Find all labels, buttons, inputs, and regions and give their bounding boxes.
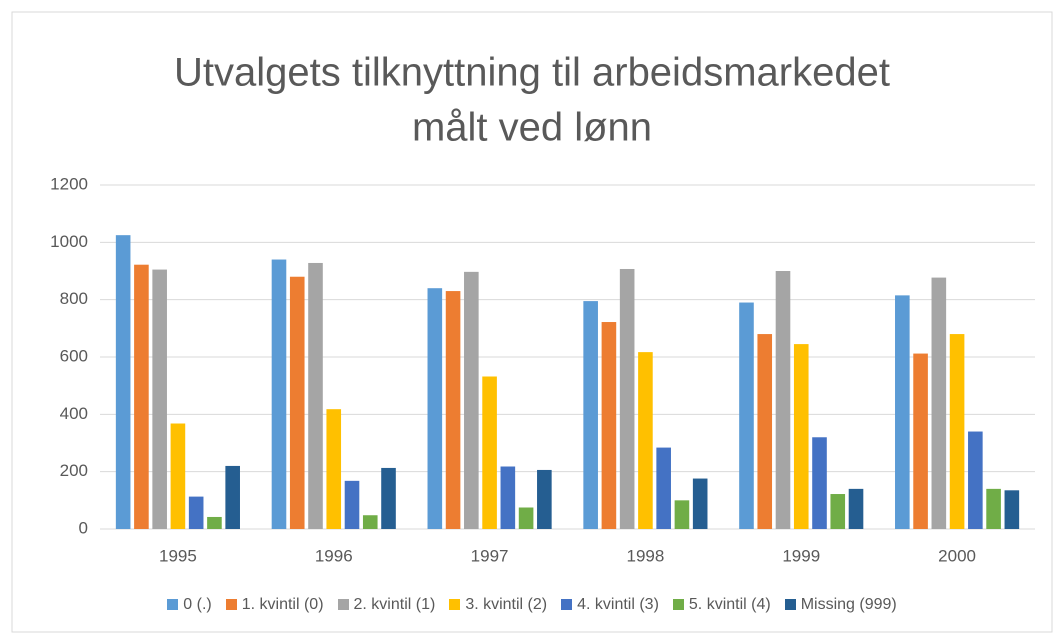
bar [757, 334, 773, 529]
bar [188, 496, 204, 529]
x-tick-label: 2000 [938, 546, 976, 565]
legend-label: 5. kvintil (4) [688, 596, 771, 613]
bar [638, 352, 653, 529]
bar [793, 344, 809, 529]
legend-label: 4. kvintil (3) [577, 596, 659, 613]
x-tick-label: 1998 [627, 546, 665, 565]
bar [381, 467, 396, 529]
bar [537, 469, 552, 529]
y-tick-label: 800 [60, 289, 88, 308]
legend-item: 0 (.) [167, 596, 212, 614]
bar [152, 269, 167, 529]
x-tick-label: 1997 [471, 546, 509, 565]
bar [583, 301, 598, 529]
legend-label: Missing (999) [800, 596, 897, 613]
bar [1004, 490, 1020, 529]
bar [986, 488, 1001, 529]
legend-label: 0 (.) [183, 596, 212, 613]
bar [464, 271, 479, 529]
legend-swatch [561, 599, 573, 611]
bar [601, 322, 617, 529]
legend-swatch [784, 599, 796, 611]
bar [362, 515, 378, 529]
y-tick-label: 600 [60, 346, 88, 365]
bar [968, 431, 983, 529]
bar [225, 465, 240, 529]
bar [692, 478, 708, 529]
bar [518, 507, 534, 529]
bar [170, 423, 186, 529]
bar [848, 488, 864, 529]
legend-item: 3. kvintil (2) [449, 596, 547, 614]
y-tick-label: 1200 [50, 174, 88, 193]
bar [949, 334, 965, 529]
legend-item: 1. kvintil (0) [225, 596, 324, 614]
bar [931, 277, 947, 529]
bar [482, 376, 497, 529]
legend-item: Missing (999) [784, 596, 897, 614]
legend-label: 3. kvintil (2) [465, 596, 548, 613]
bar [913, 353, 928, 529]
legend-swatch [225, 599, 237, 611]
bar [739, 302, 754, 529]
bar [326, 409, 342, 529]
bar [674, 500, 690, 529]
bar [812, 437, 827, 529]
bar [830, 494, 846, 529]
bar [500, 466, 516, 529]
bar [619, 268, 635, 529]
legend-label: 2. kvintil (1) [353, 596, 436, 613]
chart-title: målt ved lønn [412, 106, 652, 150]
bar [445, 291, 461, 529]
legend-item: 2. kvintil (1) [337, 596, 436, 614]
bar [207, 516, 222, 529]
bar [427, 288, 443, 529]
legend-item: 4. kvintil (3) [561, 596, 659, 614]
legend-item: 5. kvintil (4) [672, 596, 771, 614]
bar [656, 447, 671, 529]
bar [115, 235, 131, 529]
legend-swatch [449, 599, 461, 611]
bar [134, 264, 149, 529]
bar [308, 262, 323, 529]
legend-swatch [672, 599, 684, 611]
bar [344, 480, 360, 529]
y-tick-label: 200 [60, 461, 88, 480]
x-tick-label: 1999 [782, 546, 820, 565]
legend-label: 1. kvintil (0) [241, 596, 324, 613]
legend-swatch [337, 599, 349, 611]
chart-title: Utvalgets tilknyttning til arbeidsmarked… [174, 51, 890, 95]
legend: 0 (.) 1. kvintil (0) 2. kvintil (1) 3. kvin… [0, 596, 1064, 614]
y-tick-label: 0 [79, 518, 88, 537]
legend-swatch [167, 599, 179, 611]
y-tick-label: 400 [60, 404, 88, 423]
bar [289, 276, 305, 529]
bar [775, 271, 791, 529]
x-tick-label: 1996 [315, 546, 353, 565]
bar [895, 295, 910, 529]
y-tick-label: 1000 [50, 232, 88, 251]
x-tick-label: 1995 [159, 546, 197, 565]
bar [271, 259, 287, 529]
